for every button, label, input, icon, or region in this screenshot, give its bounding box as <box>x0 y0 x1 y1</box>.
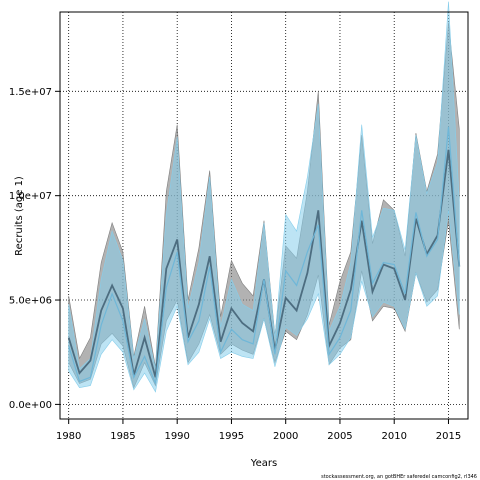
x-tick-label: 2010 <box>381 431 406 442</box>
y-axis-title: Recruits (age 1) <box>14 176 25 256</box>
y-tick-label: 1.5e+07 <box>9 87 52 98</box>
x-tick-label: 1990 <box>164 431 189 442</box>
y-axis: 0.0e+00 5.0e+06 1.0e+07 1.5e+07 <box>9 87 60 411</box>
x-axis-title: Years <box>250 458 277 469</box>
estimate-line-blue <box>68 126 460 384</box>
confidence-band-blue <box>68 1 460 393</box>
x-axis: 1980 1985 1990 1995 2000 2005 2010 2015 <box>56 419 461 442</box>
series-layer <box>67 1 461 393</box>
footer-note: stockassessment.org, an gotBHEr saferede… <box>321 474 477 480</box>
x-tick-label: 1980 <box>56 431 81 442</box>
x-tick-label: 2005 <box>327 431 352 442</box>
y-tick-label: 5.0e+06 <box>9 296 52 307</box>
x-tick-label: 1985 <box>110 431 135 442</box>
grid-lines <box>60 12 468 419</box>
x-tick-label: 2015 <box>436 431 461 442</box>
x-tick-label: 2000 <box>273 431 298 442</box>
y-tick-label: 0.0e+00 <box>9 400 52 411</box>
x-tick-label: 1995 <box>219 431 244 442</box>
y-tick-label: 1.0e+07 <box>9 191 52 202</box>
plot-frame <box>59 11 469 420</box>
